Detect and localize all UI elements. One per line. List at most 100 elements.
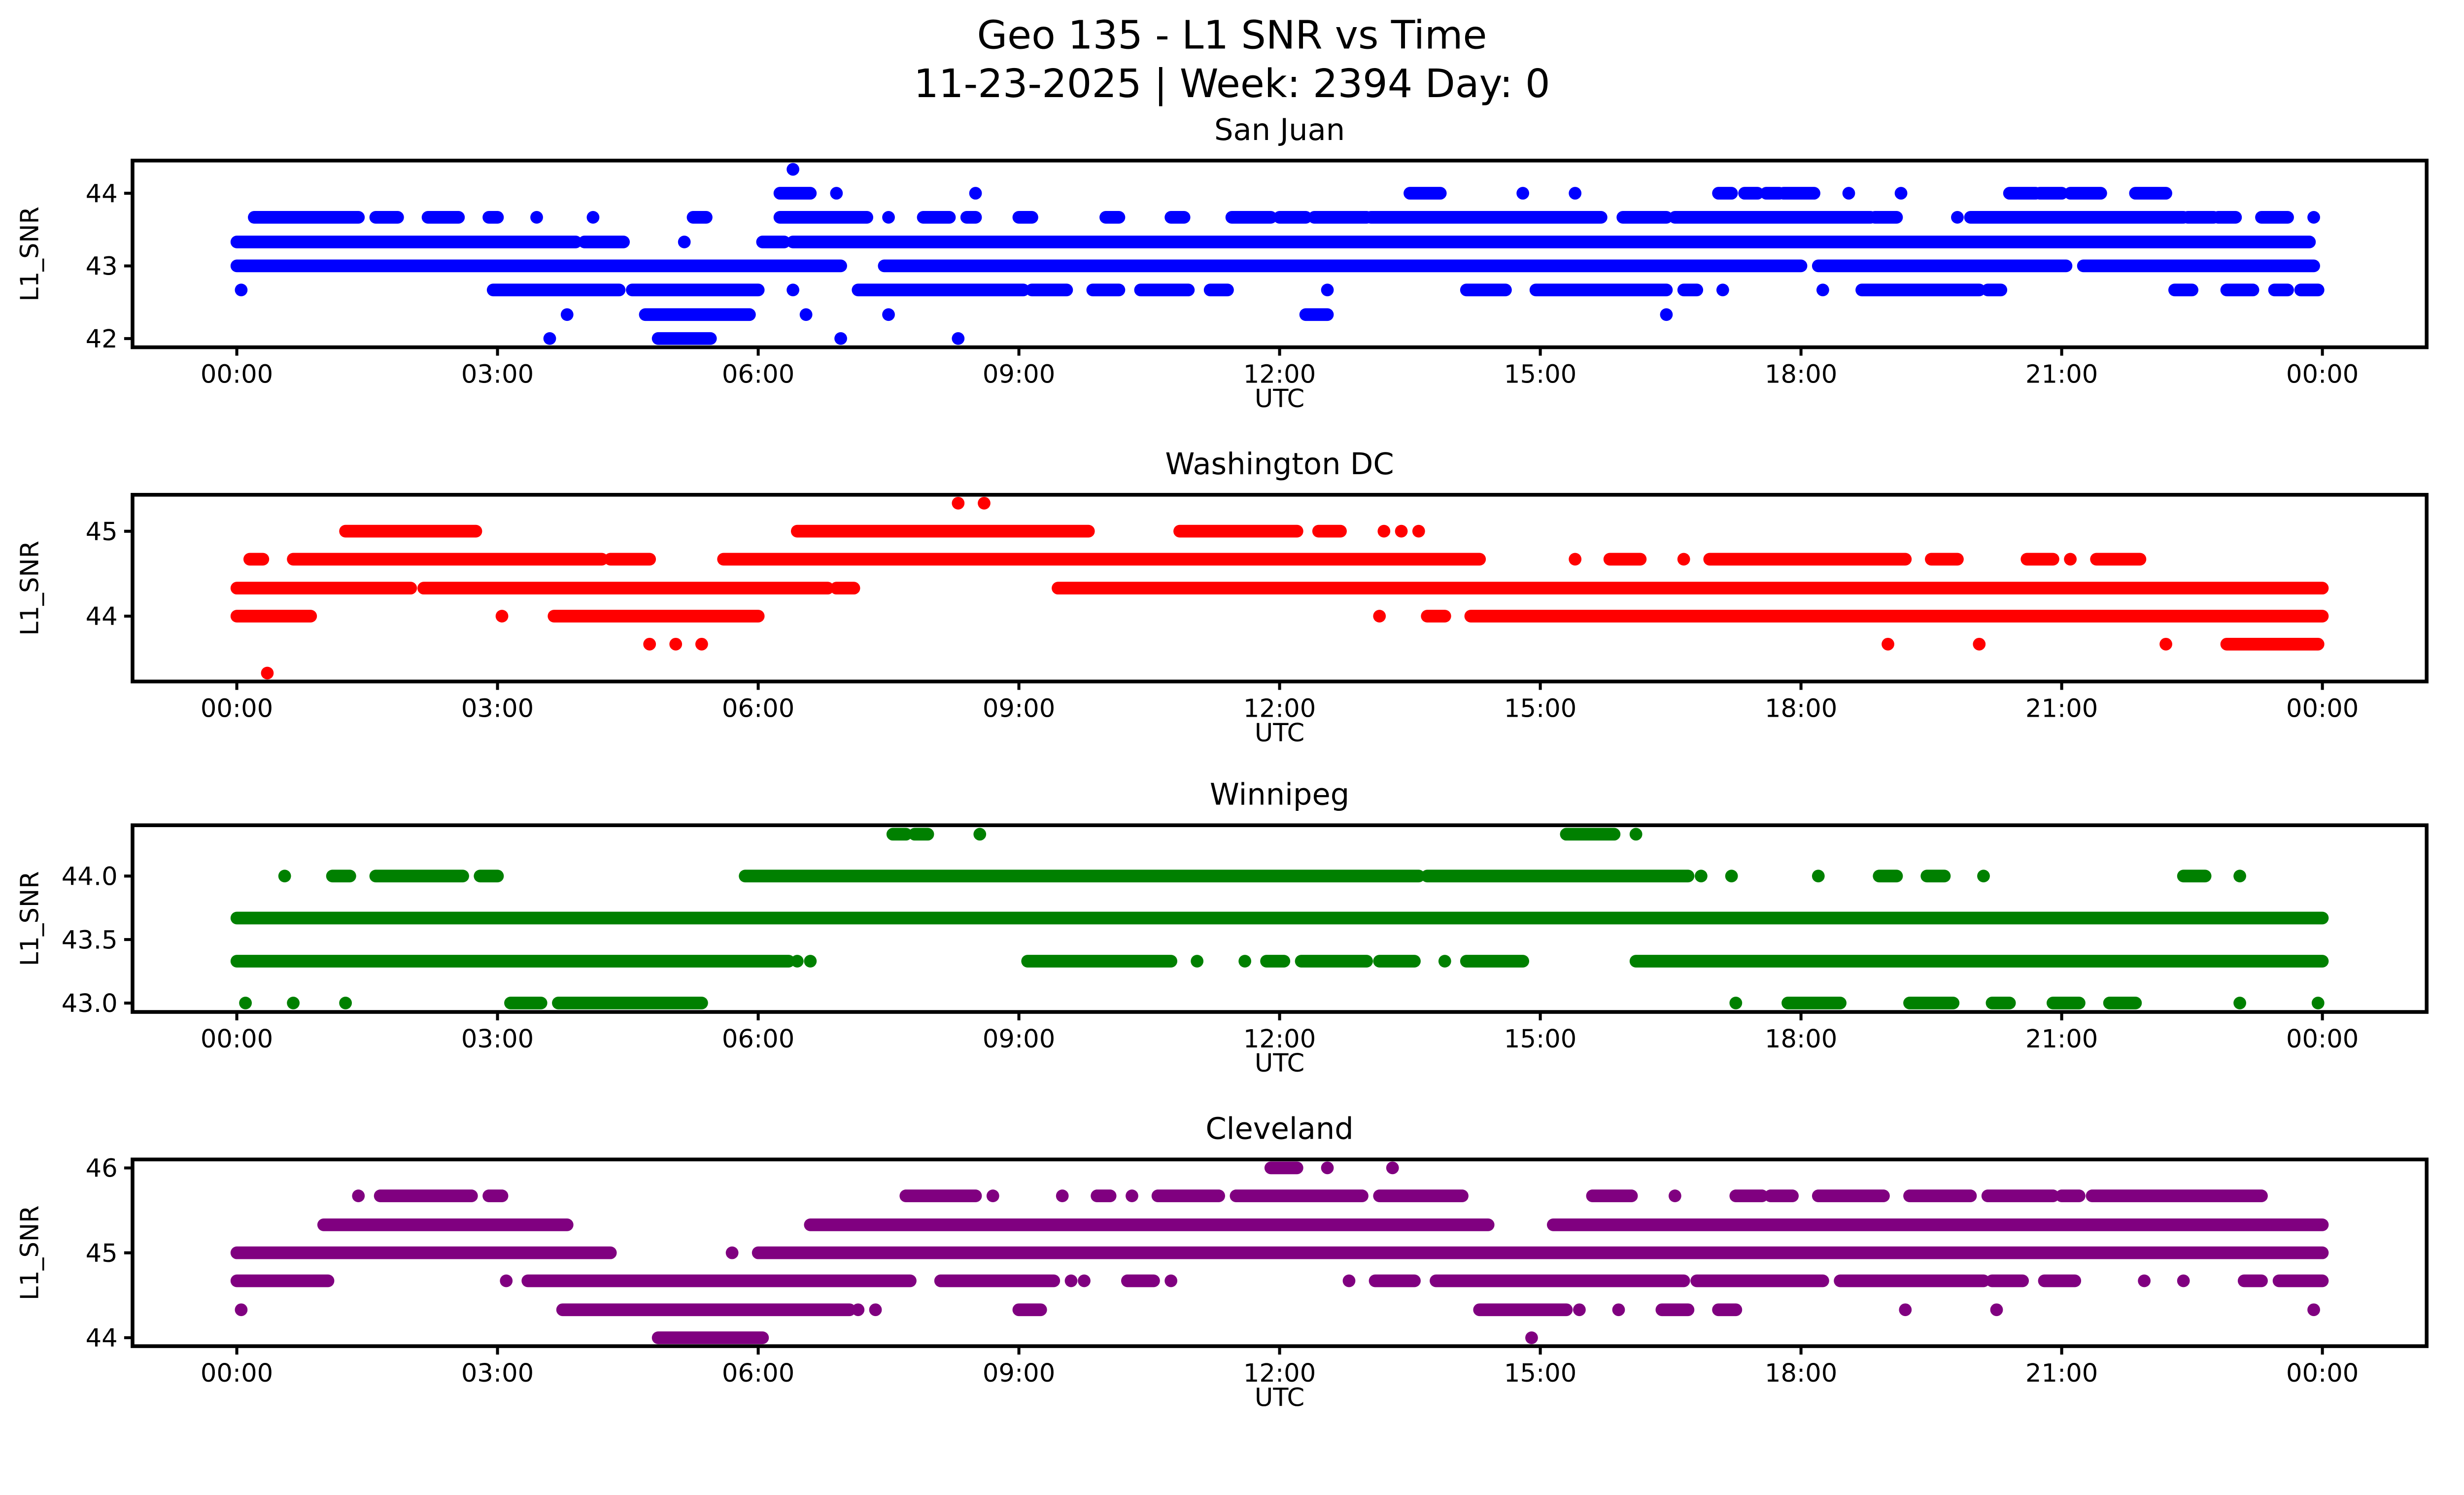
data-point xyxy=(1569,187,1582,200)
data-point xyxy=(1525,1331,1538,1344)
x-tick-label: 06:00 xyxy=(722,1025,794,1054)
data-point xyxy=(278,869,291,883)
data-point xyxy=(1729,996,1743,1009)
subplot-title-winnipeg: Winnipeg xyxy=(1209,776,1350,812)
y-axis-label-cleveland: L1_SNR xyxy=(16,1205,46,1301)
data-point xyxy=(560,308,574,321)
data-point xyxy=(2307,1303,2320,1317)
data-point xyxy=(2177,1274,2190,1287)
data-point xyxy=(834,332,847,345)
x-tick-label: 00:00 xyxy=(201,360,273,389)
data-point xyxy=(1716,283,1729,297)
x-tick-label: 18:00 xyxy=(1765,1359,1837,1388)
data-point xyxy=(882,211,895,224)
data-point xyxy=(1342,1274,1356,1287)
data-point xyxy=(1126,1189,1138,1203)
x-tick-label: 00:00 xyxy=(201,1025,273,1054)
x-tick-label: 18:00 xyxy=(1765,360,1837,389)
x-tick-label: 00:00 xyxy=(2286,360,2359,389)
y-tick-label: 43.5 xyxy=(62,926,118,955)
data-point xyxy=(1899,1303,1912,1317)
data-point xyxy=(790,955,804,968)
data-point xyxy=(1816,283,1829,297)
x-tick-label: 18:00 xyxy=(1765,1025,1837,1054)
data-point xyxy=(1321,1161,1334,1175)
x-tick-label: 09:00 xyxy=(983,1359,1055,1388)
data-point xyxy=(2064,553,2077,566)
data-point xyxy=(235,1303,248,1317)
data-point xyxy=(495,610,509,623)
data-point xyxy=(239,996,252,1009)
x-axis-label-winnipeg: UTC xyxy=(1254,1049,1305,1079)
data-point xyxy=(530,211,543,224)
x-axis-label-washington-dc: UTC xyxy=(1254,719,1305,749)
y-tick-label: 45 xyxy=(86,518,118,547)
x-tick-label: 00:00 xyxy=(2286,1025,2359,1054)
scatter-points-san-juan xyxy=(230,163,2325,345)
data-point xyxy=(852,1303,865,1317)
y-tick-label: 46 xyxy=(86,1154,118,1183)
x-axis-label-cleveland: UTC xyxy=(1254,1383,1305,1414)
x-tick-label: 03:00 xyxy=(461,360,534,389)
y-tick-label: 44.0 xyxy=(62,862,118,891)
data-point xyxy=(1373,610,1386,623)
x-axis-label-san-juan: UTC xyxy=(1254,384,1305,415)
scatter-points-washington-dc xyxy=(230,496,2329,680)
x-tick-label: 06:00 xyxy=(722,1359,794,1388)
x-tick-label: 03:00 xyxy=(461,1359,534,1388)
x-tick-label: 15:00 xyxy=(1504,1025,1576,1054)
data-point xyxy=(869,1303,882,1317)
data-point xyxy=(2138,1274,2151,1287)
data-point xyxy=(1951,211,1964,224)
scatter-points-winnipeg xyxy=(230,828,2329,1009)
data-point xyxy=(1516,187,1530,200)
data-point xyxy=(1078,1274,1091,1287)
data-point xyxy=(500,1274,513,1287)
x-tick-label: 21:00 xyxy=(2025,1025,2098,1054)
x-tick-label: 15:00 xyxy=(1504,695,1576,724)
subplot-cleveland: 00:00 03:00 06:00 09:00 12:00 15:00 18:00 21:00… xyxy=(86,1154,2429,1388)
data-point xyxy=(1377,524,1391,538)
data-point xyxy=(1412,524,1425,538)
data-point xyxy=(1660,308,1673,321)
x-tick-label: 09:00 xyxy=(983,695,1055,724)
data-point xyxy=(978,496,991,510)
subplot-title-san-juan: San Juan xyxy=(1214,112,1345,148)
data-point xyxy=(1842,187,1855,200)
x-tick-label: 03:00 xyxy=(461,1025,534,1054)
x-tick-label: 12:00 xyxy=(1243,1025,1316,1054)
data-point xyxy=(669,637,683,651)
data-point xyxy=(543,332,556,345)
data-point xyxy=(1812,869,1825,883)
data-point xyxy=(2307,211,2320,224)
data-point xyxy=(787,283,799,297)
data-point xyxy=(830,187,843,200)
x-tick-label: 09:00 xyxy=(983,360,1055,389)
scale-wrapper: Geo 135 - L1 SNR vs Time 11-23-2025 | We… xyxy=(16,13,2429,1414)
data-point xyxy=(1064,1274,1078,1287)
y-tick-label: 42 xyxy=(86,325,118,354)
subplot-washington-dc: 00:00 03:00 06:00 09:00 12:00 15:00 18:00 21:00… xyxy=(86,492,2429,724)
data-point xyxy=(2233,996,2246,1009)
x-tick-label: 15:00 xyxy=(1504,1359,1576,1388)
x-tick-label: 00:00 xyxy=(201,695,273,724)
y-tick-label: 44 xyxy=(86,1324,118,1353)
data-point xyxy=(235,283,248,297)
data-point xyxy=(352,1189,365,1203)
data-point xyxy=(1238,955,1252,968)
x-tick-label: 21:00 xyxy=(2025,360,2098,389)
data-point xyxy=(1629,828,1643,841)
subplot-winnipeg: 00:00 03:00 06:00 09:00 12:00 15:00 18:00 21:00… xyxy=(62,823,2429,1054)
x-tick-label: 21:00 xyxy=(2025,695,2098,724)
data-point xyxy=(1438,955,1451,968)
data-point xyxy=(1882,637,1894,651)
data-point xyxy=(986,1189,999,1203)
data-point xyxy=(1056,1189,1069,1203)
y-tick-label: 44 xyxy=(86,179,118,209)
y-tick-label: 43.0 xyxy=(62,989,118,1018)
data-point xyxy=(973,828,987,841)
y-axis-label-washington-dc: L1_SNR xyxy=(16,540,46,636)
data-point xyxy=(1569,553,1582,566)
data-point xyxy=(2311,996,2325,1009)
data-point xyxy=(1573,1303,1586,1317)
